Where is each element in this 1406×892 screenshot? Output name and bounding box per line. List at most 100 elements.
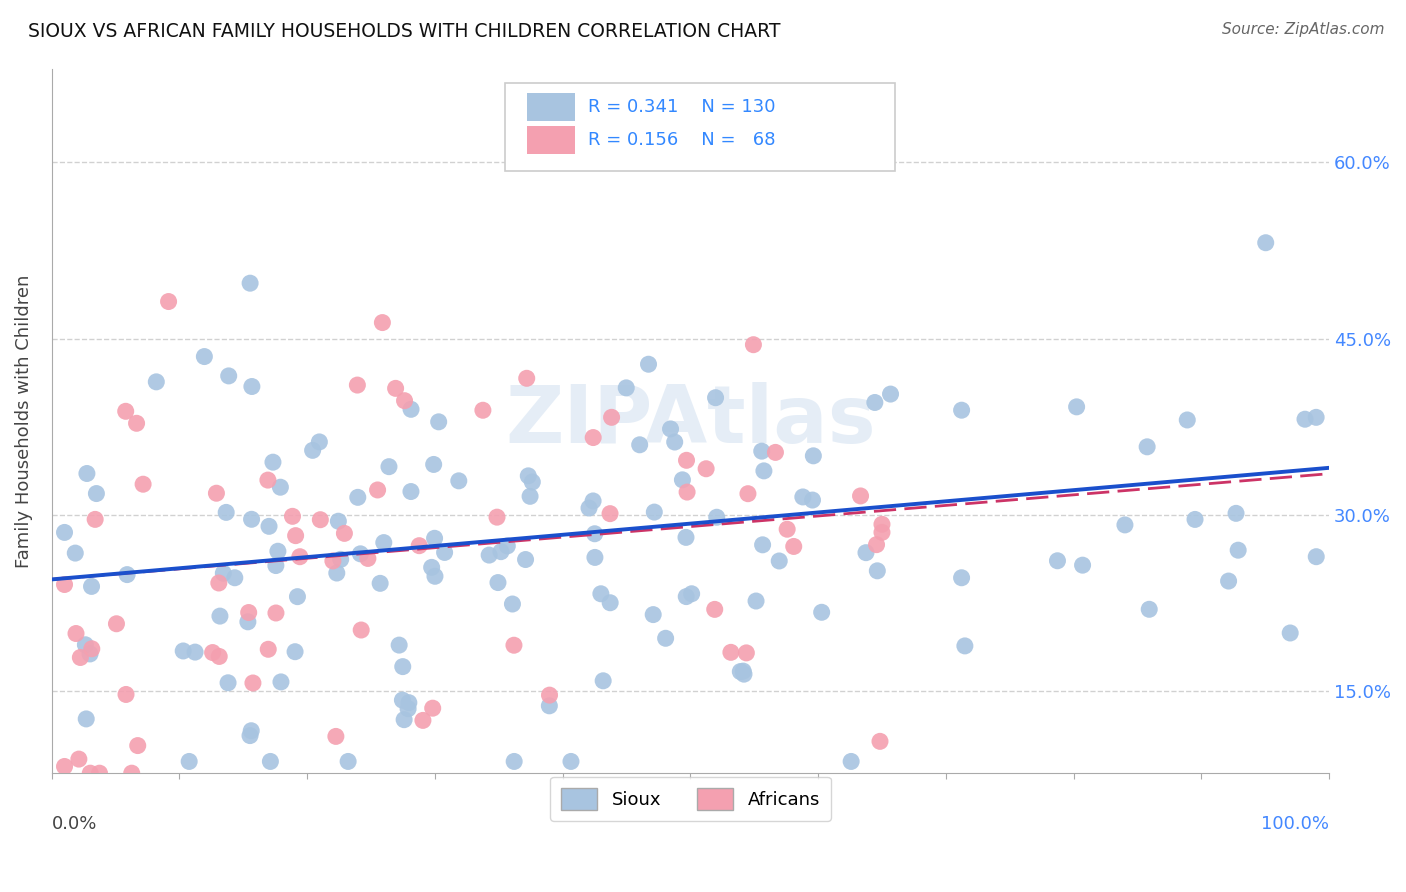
- Point: [950, 571, 973, 585]
- Point: [368, 576, 391, 591]
- Point: [326, 566, 349, 580]
- Point: [208, 609, 231, 624]
- Point: [433, 545, 456, 559]
- FancyBboxPatch shape: [527, 93, 575, 121]
- Point: [384, 381, 406, 395]
- Point: [270, 674, 292, 689]
- Point: [496, 539, 519, 553]
- Point: [420, 560, 443, 574]
- Point: [578, 501, 600, 516]
- Point: [84, 512, 107, 526]
- Point: [1066, 400, 1088, 414]
- Point: [392, 713, 415, 727]
- Point: [1218, 574, 1240, 588]
- Point: [398, 696, 420, 710]
- Point: [264, 558, 287, 573]
- Point: [69, 650, 91, 665]
- Point: [53, 759, 76, 773]
- Point: [388, 638, 411, 652]
- Point: [849, 489, 872, 503]
- Point: [422, 458, 444, 472]
- Point: [115, 567, 138, 582]
- Point: [643, 505, 665, 519]
- Point: [217, 675, 239, 690]
- Point: [478, 548, 501, 562]
- FancyBboxPatch shape: [527, 127, 575, 154]
- Point: [287, 590, 309, 604]
- Point: [1294, 412, 1316, 426]
- Text: 100.0%: 100.0%: [1261, 815, 1329, 833]
- Point: [114, 404, 136, 418]
- Point: [373, 535, 395, 549]
- Point: [600, 410, 623, 425]
- Point: [337, 755, 360, 769]
- Point: [184, 645, 207, 659]
- Point: [538, 688, 561, 702]
- Point: [1114, 517, 1136, 532]
- Point: [1136, 440, 1159, 454]
- Point: [503, 638, 526, 652]
- Point: [145, 375, 167, 389]
- Point: [471, 403, 494, 417]
- Point: [768, 554, 790, 568]
- Point: [730, 665, 752, 679]
- Point: [866, 564, 889, 578]
- Text: ZIPAtlas: ZIPAtlas: [505, 382, 876, 460]
- Point: [423, 531, 446, 545]
- Point: [501, 597, 523, 611]
- Point: [208, 576, 231, 591]
- Point: [391, 659, 413, 673]
- Point: [262, 455, 284, 469]
- Point: [308, 434, 330, 449]
- Point: [328, 514, 350, 528]
- Point: [1279, 626, 1302, 640]
- Point: [408, 539, 430, 553]
- Point: [1305, 549, 1327, 564]
- Point: [751, 538, 773, 552]
- Point: [240, 723, 263, 738]
- Point: [125, 417, 148, 431]
- Point: [863, 395, 886, 409]
- Point: [592, 673, 614, 688]
- Point: [589, 587, 612, 601]
- Point: [396, 702, 419, 716]
- Point: [79, 766, 101, 780]
- Point: [422, 701, 444, 715]
- Point: [583, 526, 606, 541]
- Point: [325, 730, 347, 744]
- Point: [367, 483, 389, 497]
- Text: SIOUX VS AFRICAN FAMILY HOUSEHOLDS WITH CHILDREN CORRELATION CHART: SIOUX VS AFRICAN FAMILY HOUSEHOLDS WITH …: [28, 22, 780, 41]
- Point: [654, 632, 676, 646]
- Point: [80, 579, 103, 593]
- Point: [695, 462, 717, 476]
- Point: [865, 538, 887, 552]
- Point: [105, 616, 128, 631]
- Point: [76, 467, 98, 481]
- Point: [427, 415, 450, 429]
- Point: [238, 606, 260, 620]
- Point: [659, 422, 682, 436]
- Point: [349, 547, 371, 561]
- Point: [322, 554, 344, 568]
- Point: [517, 468, 540, 483]
- Point: [1254, 235, 1277, 250]
- Point: [1071, 558, 1094, 573]
- Point: [53, 577, 76, 591]
- Point: [792, 490, 814, 504]
- Point: [350, 623, 373, 637]
- Point: [664, 435, 686, 450]
- FancyBboxPatch shape: [505, 83, 894, 170]
- Point: [218, 368, 240, 383]
- Point: [751, 444, 773, 458]
- Point: [538, 698, 561, 713]
- Point: [239, 729, 262, 743]
- Point: [179, 755, 201, 769]
- Point: [357, 551, 380, 566]
- Point: [582, 494, 605, 508]
- Point: [953, 639, 976, 653]
- Point: [127, 739, 149, 753]
- Point: [1227, 543, 1250, 558]
- Point: [519, 489, 541, 503]
- Point: [201, 646, 224, 660]
- Point: [447, 474, 470, 488]
